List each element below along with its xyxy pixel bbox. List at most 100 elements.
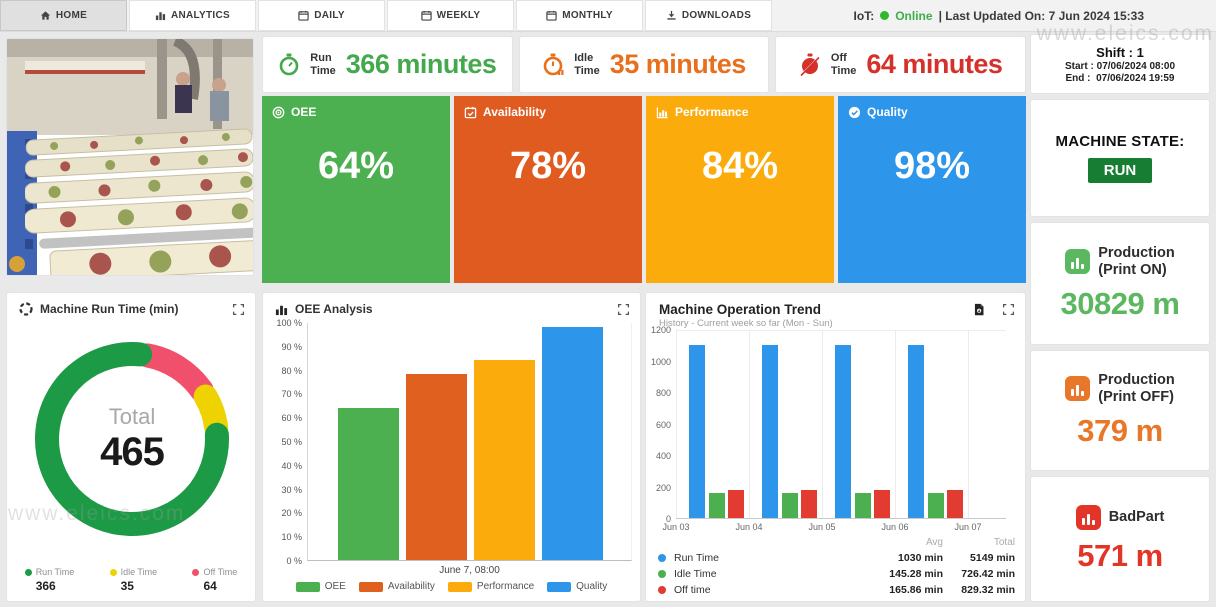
production-bars-icon xyxy=(1065,376,1091,401)
bar-off-time xyxy=(801,489,817,518)
expand-icon[interactable] xyxy=(232,303,245,316)
expand-icon[interactable] xyxy=(1002,303,1015,316)
stopwatch-off-icon xyxy=(800,53,820,76)
gridline xyxy=(749,330,750,518)
production-print-on-card: Production (Print ON) 30829 m xyxy=(1030,222,1210,345)
legend-item: Availability xyxy=(358,581,435,592)
calendar-icon xyxy=(420,10,432,21)
legend-item: Performance xyxy=(447,581,534,592)
tab-weekly[interactable]: WEEKLY xyxy=(387,0,514,31)
y-axis-tick: 0 xyxy=(665,514,671,524)
oee-bar-chart: 0 % 10 % 20 % 30 % 40 % 50 % 60 % 70 % 80 % 90 % 1… xyxy=(276,318,632,566)
y-axis-tick: 200 xyxy=(655,482,671,493)
donut-slice-run-time xyxy=(35,342,229,536)
x-axis-tick: Jun 03 xyxy=(662,522,690,532)
gridline xyxy=(895,330,896,518)
donut-legend-item: Run Time 366 xyxy=(24,567,74,593)
legend-dot-icon xyxy=(192,568,200,576)
expand-icon[interactable] xyxy=(617,303,630,316)
donut-legend: Run Time 366 Idle Time 35 Off Time 64 xyxy=(7,567,255,593)
bar-availability xyxy=(406,374,467,560)
bar-idle-time xyxy=(927,492,944,518)
badpart-label: BadPart xyxy=(1108,508,1165,525)
y-axis-tick: 10 % xyxy=(281,532,302,543)
x-axis-tick: Jun 05 xyxy=(808,522,836,532)
kpi-run-time: Run Time 366 minutes xyxy=(262,36,513,93)
tab-monthly[interactable]: MONTHLY xyxy=(516,0,643,31)
run-time-donut-chart: Total 465 xyxy=(18,325,246,553)
kpi-label: Idle Time xyxy=(574,51,600,77)
tab-label: DAILY xyxy=(314,10,345,21)
panel-subtitle: History - Current week so far (Mon - Sun… xyxy=(659,318,833,329)
legend-dot-icon xyxy=(109,568,117,576)
kpi-label: Off Time xyxy=(830,51,857,77)
badpart-card: BadPart 571 m xyxy=(1030,476,1210,602)
bar-chart-icon xyxy=(656,106,668,118)
machine-state-badge: RUN xyxy=(1087,158,1153,183)
kpi-label: Run Time xyxy=(310,51,336,77)
calendar-check-icon xyxy=(464,106,477,118)
legend-swatch-icon xyxy=(358,581,383,592)
legend-swatch-icon xyxy=(447,581,472,592)
y-axis-tick: 40 % xyxy=(281,460,302,471)
online-dot-icon xyxy=(880,11,890,20)
tab-daily[interactable]: DAILY xyxy=(258,0,385,31)
tile-label: Performance xyxy=(675,105,749,119)
check xyxy=(851,109,858,116)
tab-home[interactable]: HOME xyxy=(0,0,127,31)
legend-dot-icon xyxy=(658,586,666,594)
donut-total-value: 465 xyxy=(100,429,165,474)
stopwatch-idle-icon xyxy=(543,53,564,75)
tab-analytics[interactable]: ANALYTICS xyxy=(129,0,256,31)
bar-idle-time xyxy=(781,492,798,518)
tab-label: WEEKLY xyxy=(436,10,481,21)
shift-title: Shift : 1 xyxy=(1096,44,1144,60)
oee-x-axis-label: June 7, 08:00 xyxy=(439,565,500,576)
series-total: 829.32 min xyxy=(961,584,1015,596)
tile-label: OEE xyxy=(291,105,317,119)
shift-start: Start : 07/06/2024 08:00 xyxy=(1064,60,1176,72)
kpi-off-time: Off Time 64 minutes xyxy=(775,36,1027,93)
panel-title: OEE Analysis xyxy=(295,302,373,316)
production-bars-icon xyxy=(1065,249,1091,274)
production-label: Production (Print OFF) xyxy=(1098,372,1175,405)
tile-value: 64% xyxy=(317,145,395,187)
top-navigation-bar: HOME ANALYTICS DAILY WEEKLY MONTHLY DOWN… xyxy=(0,0,1216,32)
analytics-icon xyxy=(155,12,166,21)
tile-label: Availability xyxy=(483,105,546,119)
legend-dot-icon xyxy=(658,554,666,562)
quality-check-icon xyxy=(848,106,861,118)
kpi-value: 366 minutes xyxy=(345,49,497,79)
shift-card: Shift : 1 Start : 07/06/2024 08:00 End :… xyxy=(1030,34,1210,94)
legend-swatch-icon xyxy=(547,581,572,592)
kpi-value: 64 minutes xyxy=(866,49,1003,79)
y-axis-tick: 600 xyxy=(655,419,671,430)
donut-legend-item: Off Time 64 xyxy=(192,567,237,593)
last-updated-text: | Last Updated On: 7 Jun 2024 15:33 xyxy=(938,8,1144,23)
export-file-icon[interactable] xyxy=(973,303,985,316)
bar-oee xyxy=(338,407,399,560)
iot-label: IoT: xyxy=(853,8,875,23)
tile-value: 98% xyxy=(893,145,971,187)
y-axis-tick: 800 xyxy=(655,388,671,398)
series-avg: 165.86 min xyxy=(889,584,943,596)
y-axis-tick: 80 % xyxy=(281,365,302,376)
x-axis-tick: Jun 07 xyxy=(954,522,982,532)
tile-value: 78% xyxy=(509,145,587,187)
calendar-icon xyxy=(546,10,557,21)
download-icon xyxy=(667,10,676,20)
bar-idle-time xyxy=(854,492,871,518)
machine-state-label: MACHINE STATE: xyxy=(1055,133,1185,150)
donut-legend-item: Idle Time 35 xyxy=(109,567,157,593)
tab-downloads[interactable]: DOWNLOADS xyxy=(645,0,772,31)
tab-label: HOME xyxy=(55,10,88,21)
x-axis-tick: Jun 04 xyxy=(735,522,763,532)
donut-slice-off-time xyxy=(135,343,214,403)
legend-dot-icon xyxy=(24,568,32,576)
series-name: Run Time xyxy=(674,552,719,564)
bar-quality xyxy=(542,326,603,560)
stats-header: Total xyxy=(993,537,1015,548)
y-axis-tick: 20 % xyxy=(281,508,302,519)
tab-label: MONTHLY xyxy=(562,10,613,21)
